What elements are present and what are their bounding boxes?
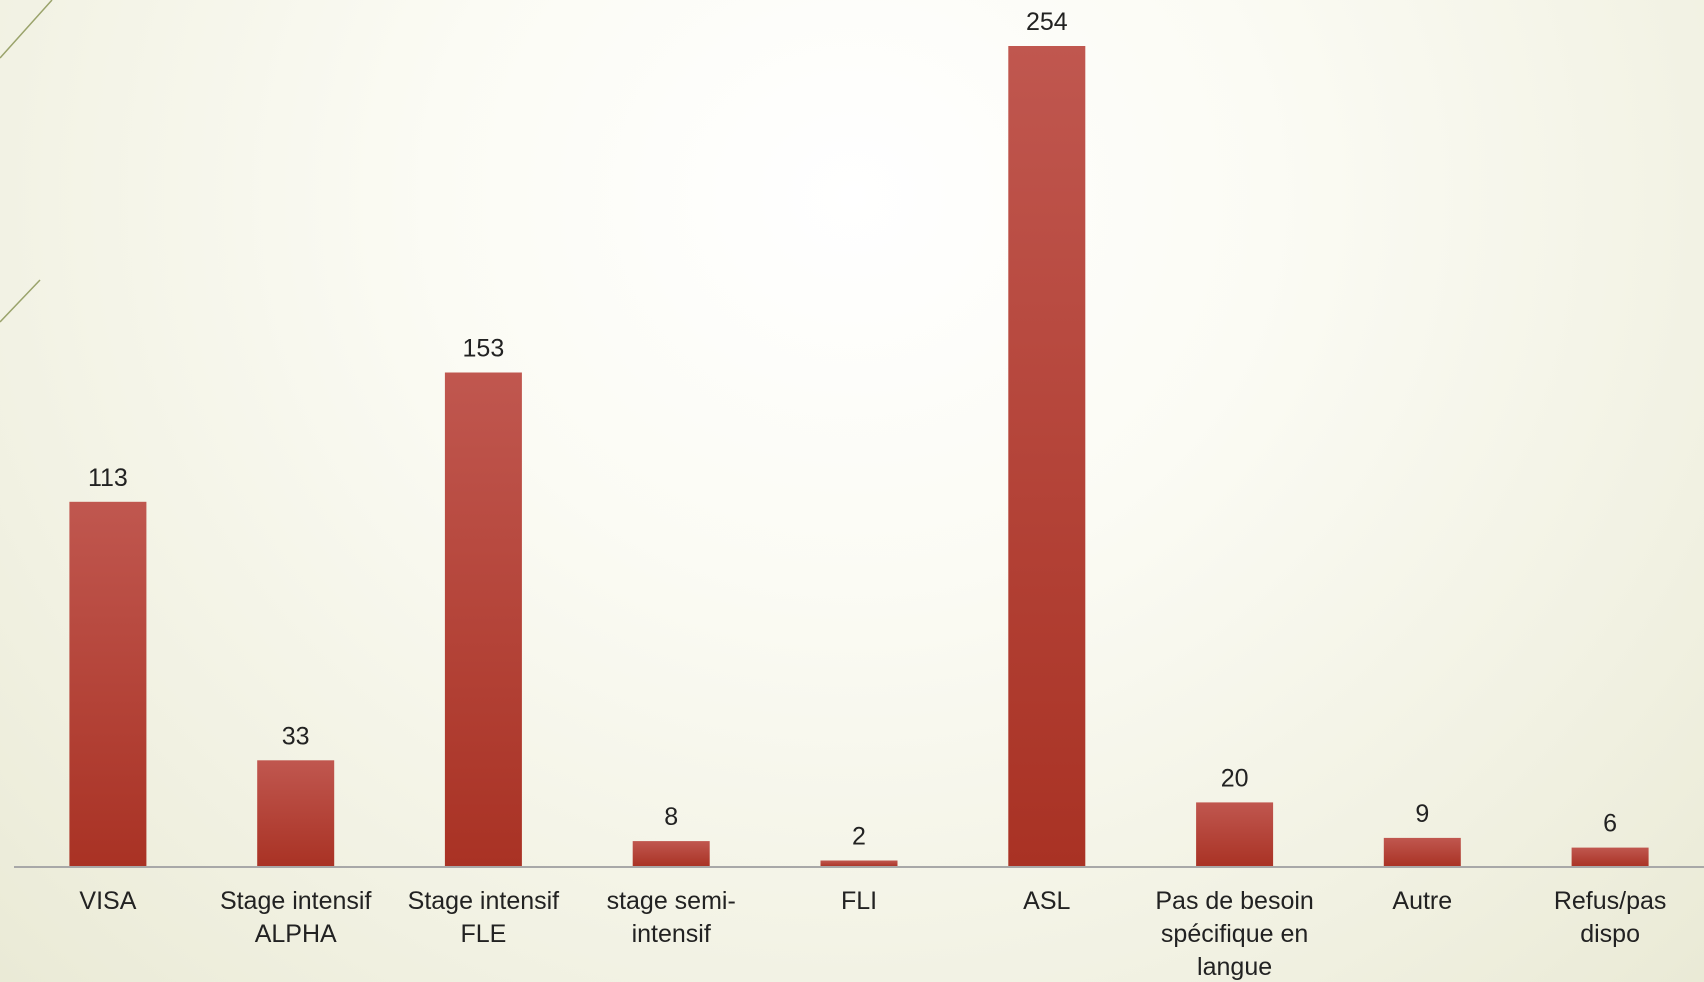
value-label-8: 6 bbox=[1603, 810, 1617, 838]
bar-8 bbox=[1571, 847, 1649, 867]
category-label-0: VISA bbox=[79, 887, 136, 915]
category-label-4: FLI bbox=[841, 887, 877, 915]
decor-line-middle bbox=[0, 279, 41, 323]
value-labels-group: 113 33 153 8 2 254 20 9 6 bbox=[88, 8, 1617, 851]
value-label-0: 113 bbox=[88, 464, 128, 492]
category-label-2-line-1: FLE bbox=[460, 920, 506, 948]
value-label-4: 2 bbox=[852, 823, 866, 851]
category-label-0-line-0: VISA bbox=[79, 887, 136, 915]
bar-7 bbox=[1383, 837, 1461, 867]
value-label-2: 153 bbox=[463, 335, 505, 363]
bar-6 bbox=[1196, 802, 1274, 867]
decor-lines bbox=[0, 0, 53, 323]
value-label-3: 8 bbox=[664, 803, 678, 831]
category-label-2: Stage intensif FLE bbox=[408, 887, 560, 948]
category-label-7: Autre bbox=[1392, 887, 1452, 915]
category-label-3: stage semi-intensif bbox=[607, 887, 736, 948]
category-labels-group: VISA Stage intensif ALPHA Stage intensif FLE… bbox=[79, 887, 1666, 981]
bar-3 bbox=[632, 841, 710, 867]
category-label-6-line-1: spécifique en bbox=[1161, 920, 1308, 948]
category-label-2-line-0: Stage intensif bbox=[408, 887, 560, 915]
category-label-4-line-0: FLI bbox=[841, 887, 877, 915]
category-label-6-line-2: langue bbox=[1197, 953, 1272, 981]
value-label-5: 254 bbox=[1026, 8, 1068, 36]
category-label-6: Pas de besoin spécifique en langue bbox=[1155, 887, 1313, 981]
bar-1 bbox=[257, 760, 335, 867]
value-label-1: 33 bbox=[282, 722, 310, 750]
decor-line-top bbox=[0, 0, 53, 59]
category-label-7-line-0: Autre bbox=[1392, 887, 1452, 915]
value-label-6: 20 bbox=[1221, 764, 1249, 792]
bar-5 bbox=[1008, 46, 1086, 867]
category-label-1-line-1: ALPHA bbox=[255, 920, 337, 948]
bar-2 bbox=[444, 372, 522, 867]
bar-0 bbox=[69, 501, 147, 867]
bar-4 bbox=[820, 860, 898, 867]
category-label-6-line-0: Pas de besoin bbox=[1155, 887, 1313, 915]
category-label-8: Refus/pas dispo bbox=[1554, 887, 1667, 948]
category-label-8-line-1: dispo bbox=[1580, 920, 1640, 948]
category-label-5: ASL bbox=[1023, 887, 1070, 915]
category-label-8-line-0: Refus/pas bbox=[1554, 887, 1667, 915]
bars-group bbox=[69, 46, 1649, 867]
category-label-1-line-0: Stage intensif bbox=[220, 887, 372, 915]
category-label-1: Stage intensif ALPHA bbox=[220, 887, 372, 948]
category-label-5-line-0: ASL bbox=[1023, 887, 1070, 915]
category-label-3-line-0: stage semi- bbox=[607, 887, 736, 915]
category-label-3-line-1: intensif bbox=[632, 920, 711, 948]
value-label-7: 9 bbox=[1415, 800, 1429, 828]
